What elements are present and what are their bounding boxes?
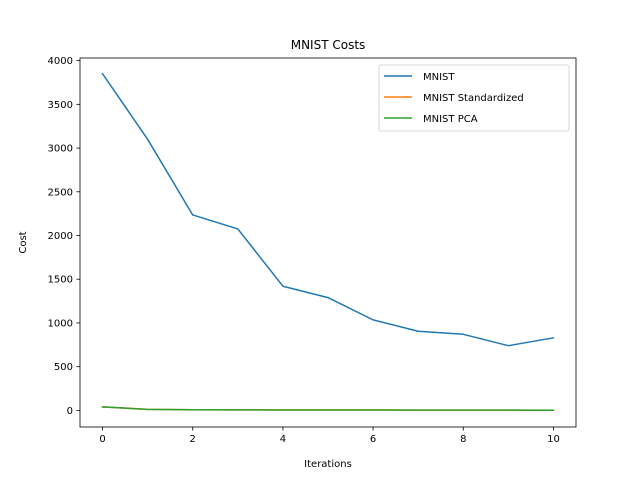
y-tick-label: 1500 [48,275,73,286]
chart-title: MNIST Costs [291,38,366,52]
plot-area [101,72,555,411]
y-tick-label: 4000 [48,56,73,67]
y-tick-label: 2000 [48,231,73,242]
series-line-2 [101,406,555,411]
y-tick-label: 3500 [48,100,73,111]
x-tick-label: 4 [280,434,286,445]
legend-box [378,64,570,132]
y-axis-label: Cost [18,231,29,253]
legend-entry-label: MNIST [423,72,455,83]
series-line-0 [101,72,555,347]
y-tick-label: 0 [67,406,73,417]
axis-ticks: 0 2 4 6 8 10 0 500 1000 1500 2000 2500 3000 3500 4000 [48,56,560,445]
y-tick-label: 1000 [48,318,73,329]
x-tick-label: 10 [547,434,560,445]
x-tick-label: 8 [460,434,466,445]
y-tick-label: 500 [54,362,73,373]
y-tick-label: 2500 [48,187,73,198]
y-tick-label: 3000 [48,144,73,155]
legend-entry-label: MNIST PCA [423,114,478,125]
x-tick-label: 2 [190,434,196,445]
axes-frame [79,57,577,428]
x-tick-label: 0 [99,434,105,445]
legend-entry-label: MNIST Standardized [423,93,524,104]
x-tick-label: 6 [370,434,376,445]
legend: MNIST MNIST Standardized MNIST PCA [378,64,570,132]
x-axis-label: Iterations [304,459,352,470]
